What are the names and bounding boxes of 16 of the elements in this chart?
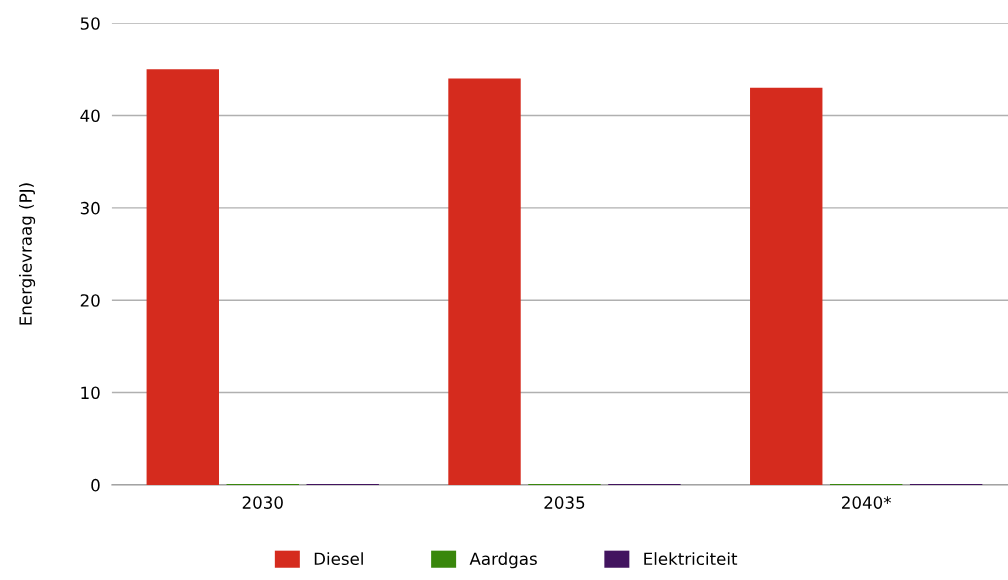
y-tick-label: 20 <box>80 294 100 307</box>
y-axis-title: Energievraag (PJ) <box>18 183 36 325</box>
bar <box>146 69 219 485</box>
y-tick-label: 30 <box>80 201 100 215</box>
y-tick-label: 10 <box>81 386 100 400</box>
bar <box>448 78 521 485</box>
x-tick-label: 2030 <box>242 496 283 509</box>
legend-label: Diesel <box>314 552 363 566</box>
bar <box>750 87 823 485</box>
y-tick-label: 40 <box>80 109 100 123</box>
y-tick-label: 50 <box>80 17 100 30</box>
y-tick-label: 0 <box>91 478 100 492</box>
legend-label: Elektriciteit <box>644 552 738 566</box>
legend-label: Aardgas <box>469 552 537 569</box>
x-tick-label: 2035 <box>544 496 585 509</box>
x-tick-label: 2040* <box>842 496 892 509</box>
